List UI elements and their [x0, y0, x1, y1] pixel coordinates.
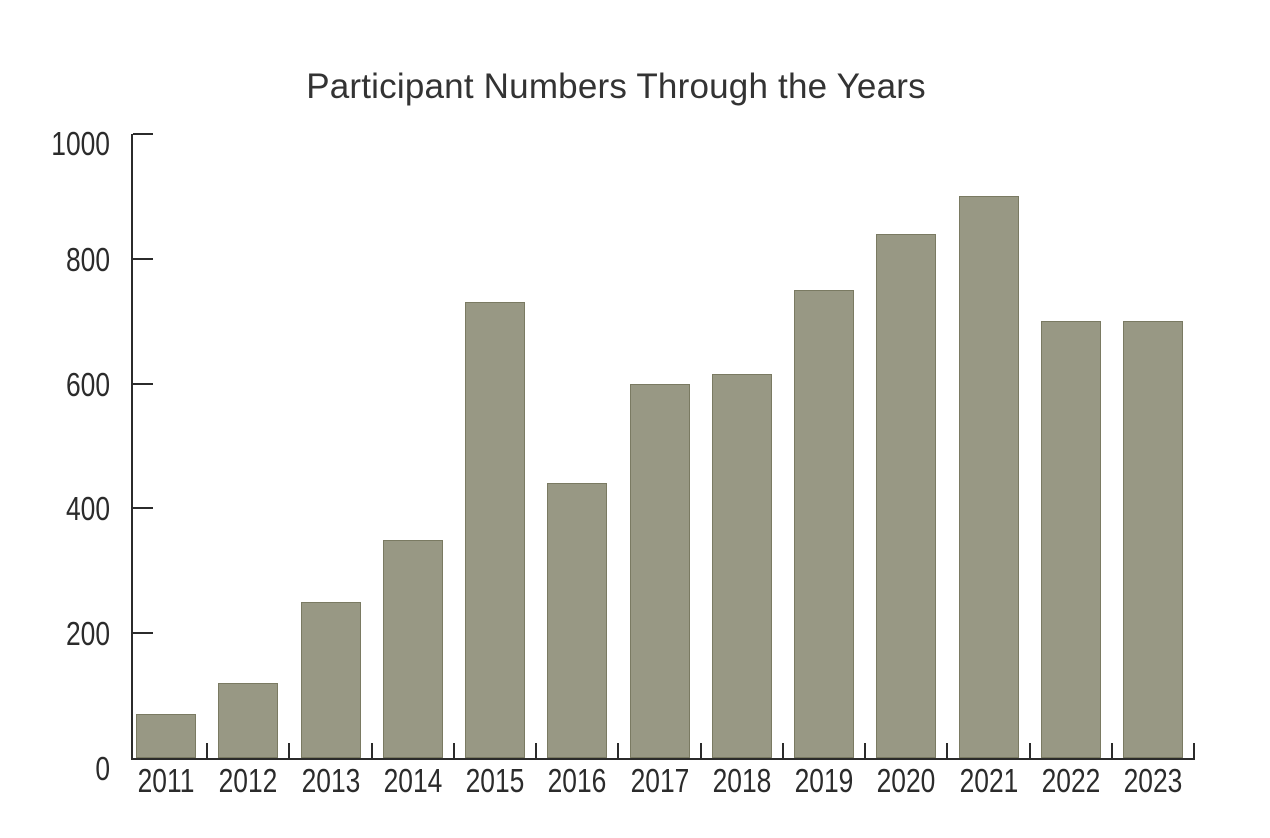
bar-2021 [958, 196, 1019, 758]
x-axis-tick [206, 743, 209, 758]
x-axis-tick [1110, 743, 1113, 758]
y-tick-label-400: 400 [65, 490, 110, 528]
x-tick-label-2018: 2018 [712, 762, 772, 799]
chart-title: Participant Numbers Through the Years [306, 67, 926, 106]
bar-2012 [218, 683, 279, 758]
bar-2018 [711, 374, 772, 758]
plot-area: 2011 2012 2013 2014 2015 2016 2017 2018 2019 2020… [131, 133, 1195, 797]
bar-2011 [136, 714, 196, 758]
x-tick-label-2021: 2021 [959, 762, 1018, 799]
x-axis-tick [288, 743, 291, 758]
y-axis-tick [133, 382, 153, 385]
x-axis-tick [617, 743, 620, 758]
y-tick-label-1000: 1000 [51, 125, 110, 162]
y-tick-label-800: 800 [65, 240, 110, 278]
bar-2022 [1040, 321, 1101, 758]
y-tick-label-600: 600 [65, 365, 110, 403]
x-tick-label-2014: 2014 [383, 762, 443, 799]
x-tick-label-2022: 2022 [1041, 762, 1101, 799]
x-axis-tick [1193, 743, 1195, 758]
x-tick-label-2023: 2023 [1123, 762, 1183, 799]
bar-2013 [300, 602, 361, 758]
y-axis-tick [133, 257, 153, 260]
x-axis-tick [699, 743, 702, 758]
x-axis-tick [1028, 743, 1031, 758]
y-axis-tick [133, 507, 153, 510]
x-axis-tick [535, 743, 538, 758]
bar-2019 [794, 290, 854, 758]
x-axis-tick [781, 743, 784, 758]
x-tick-label-2013: 2013 [301, 762, 360, 799]
y-tick-label-0: 0 [95, 750, 110, 787]
bar-2020 [876, 234, 937, 758]
bar-2016 [547, 483, 608, 758]
y-axis-line [131, 134, 133, 760]
x-axis-tick [946, 743, 949, 758]
y-axis-tick [133, 632, 153, 635]
y-axis-tick [133, 133, 153, 135]
x-tick-label-2019: 2019 [794, 762, 854, 799]
x-axis-tick [864, 743, 867, 758]
x-tick-label-2011: 2011 [137, 762, 195, 799]
bar-2017 [629, 384, 690, 758]
bar-2014 [382, 540, 443, 758]
bar-2023 [1123, 321, 1183, 758]
y-tick-label-200: 200 [65, 615, 110, 653]
bar-2015 [465, 302, 525, 758]
x-tick-label-2020: 2020 [876, 762, 936, 799]
x-tick-label-2016: 2016 [547, 762, 607, 799]
x-tick-label-2017: 2017 [630, 762, 689, 799]
x-axis-tick [370, 743, 373, 758]
x-axis-tick [452, 743, 455, 758]
x-tick-label-2012: 2012 [218, 762, 278, 799]
x-tick-label-2015: 2015 [465, 762, 525, 799]
x-axis-line [131, 758, 1195, 760]
